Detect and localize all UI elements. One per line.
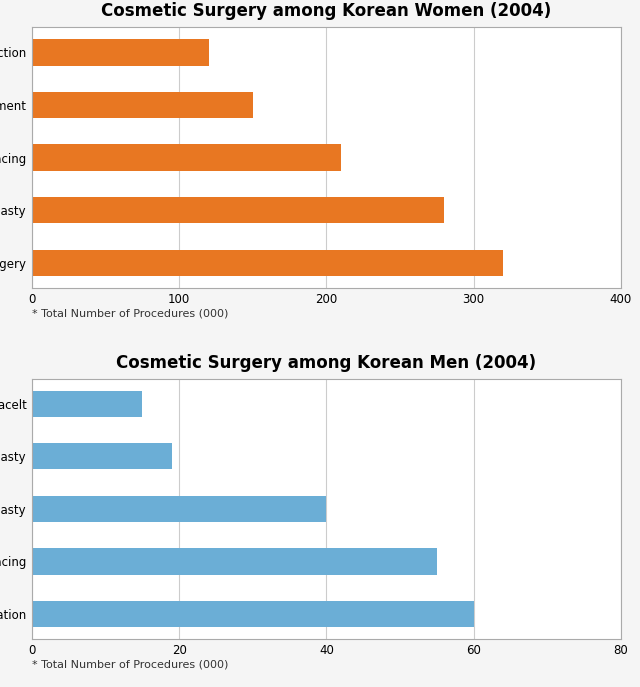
Bar (32, 92, 253, 118)
Title: Cosmetic Surgery among Korean Men (2004): Cosmetic Surgery among Korean Men (2004) (116, 354, 536, 372)
Bar (32, 197, 444, 223)
Bar (32, 39, 209, 65)
Bar (32, 548, 436, 574)
Bar (32, 601, 474, 627)
Text: * Total Number of Procedures (000): * Total Number of Procedures (000) (32, 660, 228, 670)
Title: Cosmetic Surgery among Korean Women (2004): Cosmetic Surgery among Korean Women (200… (101, 2, 552, 21)
Bar (32, 249, 503, 276)
Bar (32, 496, 326, 522)
Bar (32, 443, 172, 469)
Bar (32, 390, 142, 417)
Text: * Total Number of Procedures (000): * Total Number of Procedures (000) (32, 308, 228, 318)
Bar (32, 144, 341, 170)
